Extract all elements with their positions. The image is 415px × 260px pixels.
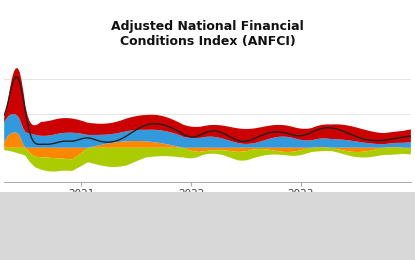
Title: Adjusted National Financial
Conditions Index (ANFCI): Adjusted National Financial Conditions I… xyxy=(111,20,304,48)
Legend: Credit, Leverage, Adjustments, ANFCI: Credit, Leverage, Adjustments, ANFCI xyxy=(93,212,322,229)
